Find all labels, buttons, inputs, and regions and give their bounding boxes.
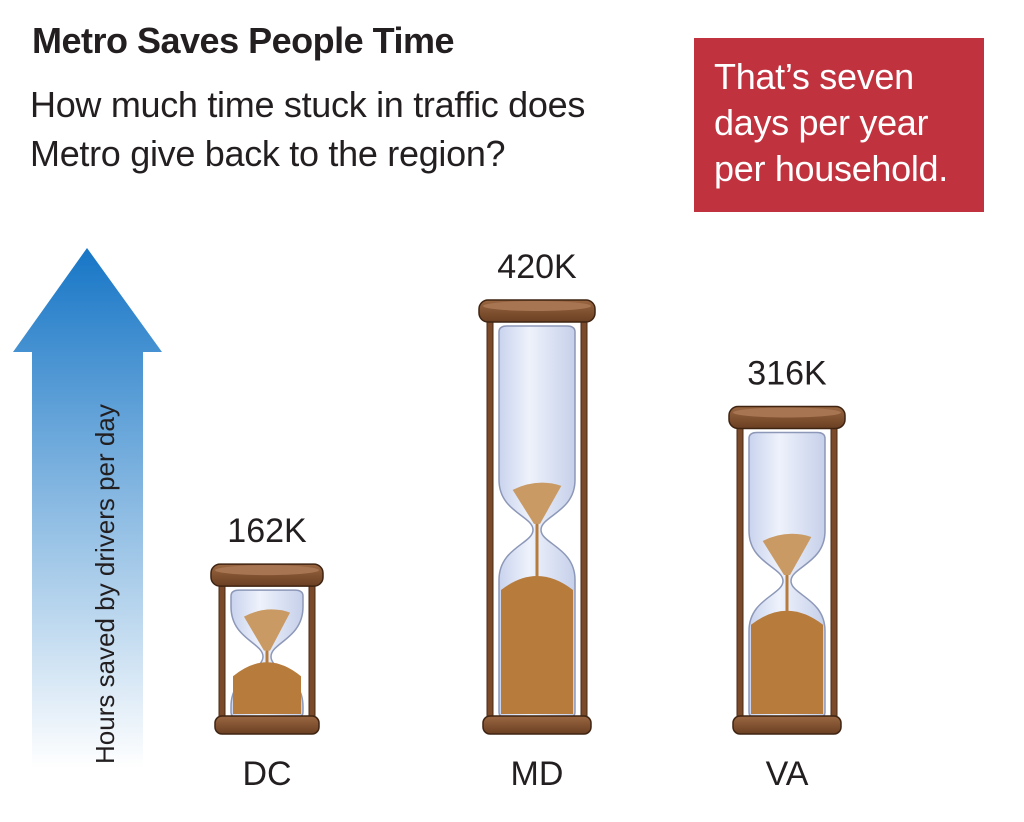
sand-stream <box>265 644 269 665</box>
hourglass-dc: 162K DC <box>210 512 324 793</box>
category-label: MD <box>511 755 564 793</box>
frame-post <box>736 427 744 721</box>
data-label: 420K <box>497 248 577 286</box>
callout-box: That’s seven days per year per household… <box>694 38 984 212</box>
sand-bottom <box>233 662 301 714</box>
frame-base <box>732 715 842 735</box>
sand-top <box>243 609 291 651</box>
data-label: 162K <box>227 512 307 550</box>
cap-highlight <box>483 301 591 311</box>
category-label: DC <box>242 755 291 793</box>
sand-bottom <box>501 576 573 714</box>
cap-highlight <box>733 407 841 418</box>
frame-base <box>214 715 320 735</box>
axis-arrow <box>13 248 162 768</box>
frame-post <box>486 321 494 721</box>
sand-stream <box>785 568 789 613</box>
frame-post <box>218 585 226 721</box>
hourglass-series: 162K DC 420K MD 316K VA <box>210 248 846 793</box>
sand-bottom <box>751 610 823 714</box>
hourglass-va: 316K VA <box>728 354 846 793</box>
sand-stream <box>535 517 539 579</box>
hourglass-md: 420K MD <box>478 248 596 793</box>
cap-highlight <box>215 565 319 576</box>
y-axis-label: Hours saved by drivers per day <box>90 404 120 764</box>
frame-base <box>482 715 592 735</box>
frame-post <box>830 427 838 721</box>
frame-post <box>308 585 316 721</box>
sand-top <box>512 482 562 524</box>
data-label: 316K <box>747 354 827 392</box>
chart-subtitle: How much time stuck in traffic does Metr… <box>30 84 586 174</box>
chart-title: Metro Saves People Time <box>32 20 455 61</box>
frame-post <box>580 321 588 721</box>
category-label: VA <box>766 755 809 793</box>
sand-top <box>762 533 812 575</box>
